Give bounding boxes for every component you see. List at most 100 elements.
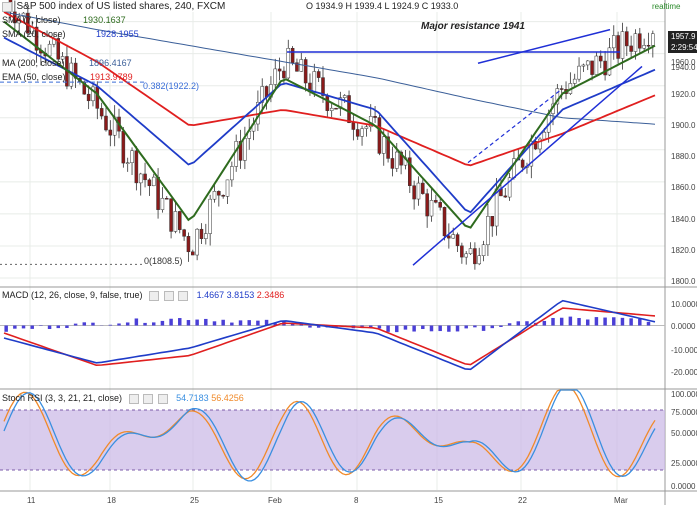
price-tick: 1920.0 <box>671 90 696 99</box>
ohlc-readout: O 1934.9 H 1939.4 L 1924.9 C 1933.0 <box>306 1 459 11</box>
stoch-d-line <box>3 389 656 480</box>
trend-dashed-line <box>467 90 561 164</box>
macd-tick: 0.0000 <box>671 322 696 331</box>
close-icon[interactable] <box>178 290 189 301</box>
candle-body <box>199 228 204 239</box>
sma7-line <box>3 20 656 229</box>
candle-body <box>412 185 416 200</box>
visibility-icon[interactable] <box>143 393 154 404</box>
macd-hist-bar <box>73 323 78 326</box>
macd-hist-bar <box>507 323 512 326</box>
macd-title: MACD (12, 26, close, 9, false, true) <box>2 290 143 300</box>
macd-hist-bar <box>47 325 52 330</box>
candle-body <box>156 176 160 210</box>
candle-body <box>507 177 512 198</box>
time-label: 11 <box>27 496 36 505</box>
macd-hist-bar <box>56 325 60 329</box>
candle-body <box>347 95 351 123</box>
macd-signal-value: 3.8153 <box>226 290 255 300</box>
candle-body <box>559 88 564 90</box>
stoch-tick: 0.0000 <box>671 482 696 491</box>
stoch-tick: 75.0000 <box>671 408 697 417</box>
indicator-name: SMA (20, close) <box>2 29 66 39</box>
time-label: Mar <box>614 496 628 505</box>
macd-hist-bar <box>256 320 260 326</box>
macd-hist-bar <box>186 320 191 326</box>
macd-hist-bar <box>499 325 503 327</box>
candle-body <box>186 236 191 253</box>
candle-body <box>399 151 403 166</box>
price-tick: 1880.0 <box>671 152 696 161</box>
candle-body <box>125 162 130 164</box>
candle-body <box>638 33 642 49</box>
macd-hist-bar <box>264 319 269 326</box>
macd-hist-bar <box>151 322 156 326</box>
candle-body <box>533 141 538 150</box>
candle-body <box>360 128 364 137</box>
candle-body <box>104 115 108 131</box>
macd-tick: 10.0000 <box>671 300 697 309</box>
indicator-value: 1896.4167 <box>89 58 132 68</box>
candle-body <box>421 182 425 194</box>
candle-body <box>243 138 247 161</box>
candle-body <box>47 43 52 57</box>
macd-hist-bar <box>386 325 390 332</box>
macd-hist-bar <box>212 321 217 326</box>
candle-body <box>212 191 217 200</box>
collapse-icon[interactable] <box>2 1 12 12</box>
macd-hist-bar <box>525 321 529 326</box>
settings-icon[interactable] <box>149 290 160 301</box>
chart-title: S&P 500 index of US listed shares, 240, … <box>16 1 226 12</box>
candle-body <box>303 59 308 84</box>
macd-title-row: MACD (12, 26, close, 9, false, true) 1.4… <box>2 290 284 301</box>
candle-body <box>395 151 399 169</box>
chart-title-row: S&P 500 index of US listed shares, 240, … <box>2 1 225 12</box>
candle-body <box>477 255 481 265</box>
macd-hist-bar <box>612 317 616 326</box>
candle-body <box>438 202 442 208</box>
macd-hist-bar <box>238 320 243 326</box>
fib-upper-label: 0.382(1922.2) <box>143 81 200 91</box>
candle-body <box>238 141 243 161</box>
price-tick: 1820.0 <box>671 246 696 255</box>
candle-body <box>334 107 338 110</box>
indicator-sma20-label: SMA (20, close) 1928.1955 <box>2 29 139 40</box>
macd-hist-bar <box>82 322 87 326</box>
candle-body <box>633 33 638 52</box>
stoch-tick: 50.0000 <box>671 429 697 438</box>
indicator-value: 1913.9789 <box>90 72 133 82</box>
time-label: Feb <box>268 496 282 505</box>
candle-body <box>646 45 651 47</box>
candle-body <box>594 55 599 75</box>
candle-body <box>282 70 286 79</box>
macd-hist-bar <box>21 325 26 329</box>
candle-body <box>86 93 91 102</box>
candle-body <box>572 78 577 84</box>
close-icon[interactable] <box>157 393 168 404</box>
macd-hist-bar <box>646 321 651 326</box>
macd-hist-bar <box>481 325 486 331</box>
price-tick: 1860.0 <box>671 183 696 192</box>
candle-body <box>169 198 173 232</box>
candle-body <box>585 60 590 66</box>
macd-hist-bar <box>230 322 234 326</box>
candle-body <box>208 198 212 234</box>
stoch-d-value: 56.4256 <box>211 393 244 403</box>
macd-hist-bar <box>542 320 547 326</box>
candle-body <box>21 12 26 17</box>
candle-body <box>325 95 330 111</box>
candle-body <box>364 126 369 129</box>
trend-support-line <box>412 65 643 266</box>
settings-icon[interactable] <box>128 393 139 404</box>
macd-hist-bar <box>464 325 468 329</box>
candle-body <box>225 179 230 197</box>
visibility-icon[interactable] <box>163 290 174 301</box>
macd-hist-bar <box>594 317 599 326</box>
candle-body <box>164 197 169 200</box>
macd-hist-bar <box>195 319 199 326</box>
candle-body <box>460 245 464 258</box>
candle-body <box>321 77 325 96</box>
candle-body <box>99 108 104 117</box>
